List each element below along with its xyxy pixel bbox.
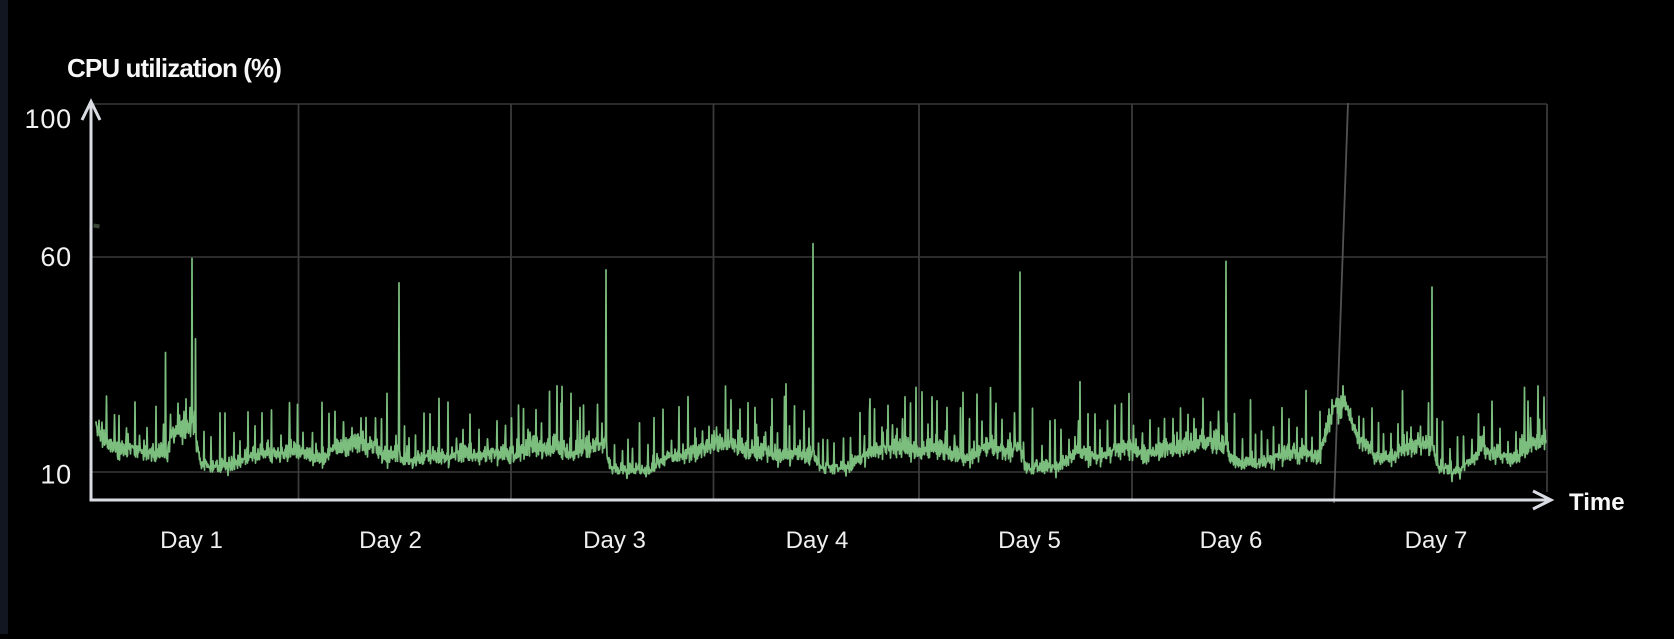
svg-text:10: 10: [40, 460, 72, 490]
svg-text:Day 7: Day 7: [1405, 527, 1468, 554]
svg-text:Day 3: Day 3: [583, 527, 646, 554]
svg-text:CPU utilization (%): CPU utilization (%): [67, 53, 281, 83]
svg-text:Day 4: Day 4: [786, 527, 849, 554]
svg-text:Day 1: Day 1: [160, 527, 223, 554]
svg-text:Day 6: Day 6: [1200, 527, 1263, 554]
svg-text:Day 5: Day 5: [998, 527, 1061, 554]
svg-text:Day 2: Day 2: [359, 527, 422, 554]
svg-text:Time: Time: [1569, 489, 1625, 516]
svg-text:100: 100: [25, 104, 72, 134]
svg-text:60: 60: [40, 242, 72, 272]
